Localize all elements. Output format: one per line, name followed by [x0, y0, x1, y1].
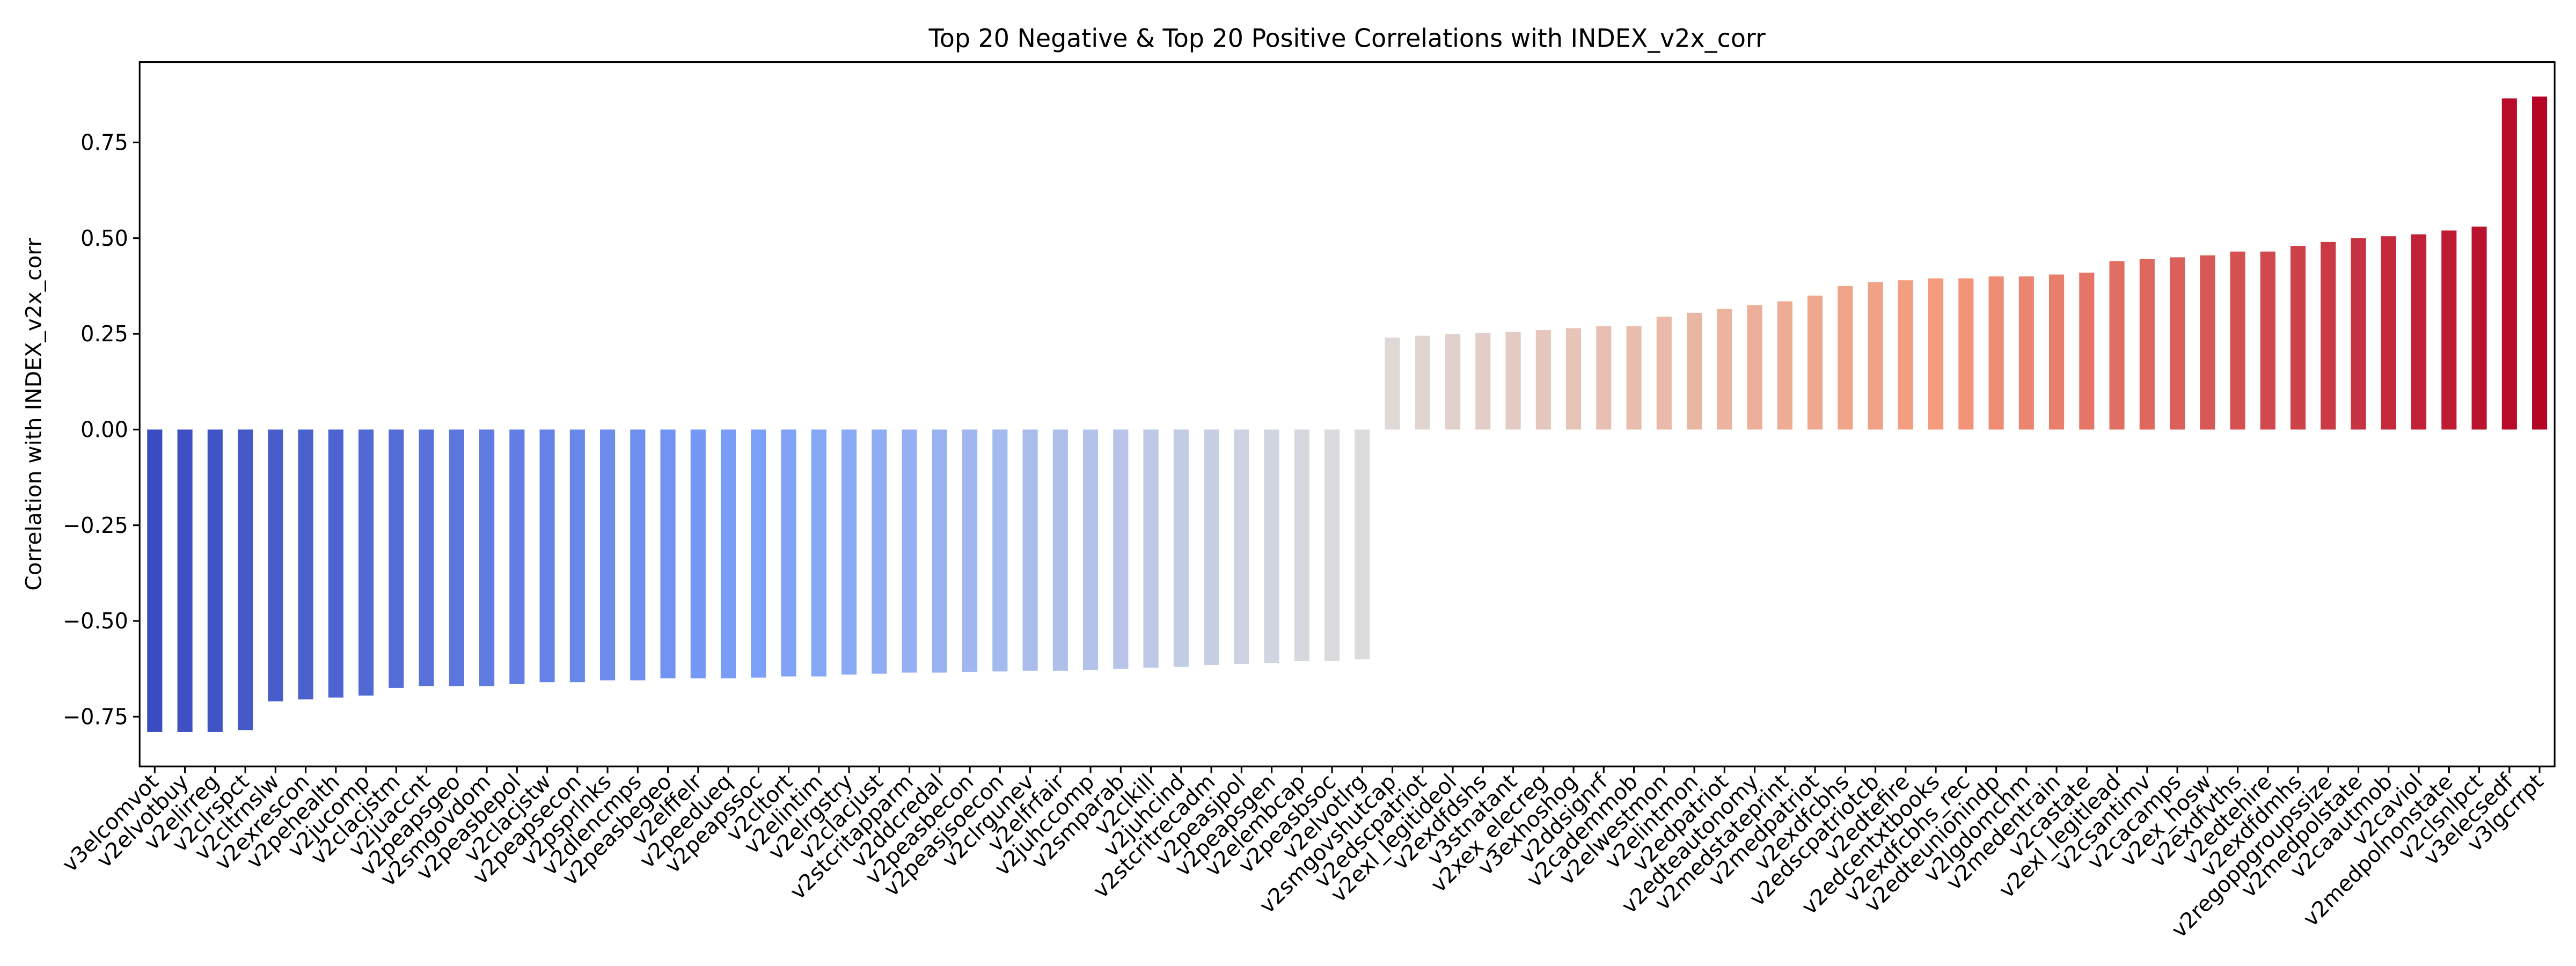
bar [1385, 338, 1400, 430]
bar [1717, 309, 1732, 430]
bar [1143, 429, 1159, 668]
bar [962, 429, 978, 672]
bar [630, 429, 646, 680]
bar [690, 429, 706, 679]
bar [509, 429, 525, 684]
plot-frame [138, 61, 2556, 767]
bar [358, 429, 374, 696]
bar [2471, 226, 2487, 430]
bar [992, 429, 1008, 672]
bar [2381, 236, 2396, 430]
bar [841, 429, 857, 675]
bar [932, 429, 947, 673]
bar [1234, 429, 1249, 664]
bar [207, 429, 223, 732]
bar [2441, 230, 2457, 430]
bar [1777, 301, 1792, 430]
bar [479, 429, 495, 686]
bar [2109, 261, 2125, 430]
bar [1958, 278, 1974, 430]
y-tick-label: 0.25 [80, 322, 128, 347]
bar [1415, 335, 1430, 430]
y-axis-label: Correlation with INDEX_v2x_corr [22, 238, 47, 591]
bar [2260, 251, 2275, 430]
bar [449, 429, 464, 686]
bar [2079, 272, 2095, 430]
bar [1656, 316, 1672, 430]
bar [1868, 282, 1883, 430]
y-tick-label: −0.75 [63, 705, 128, 729]
bar [1807, 295, 1823, 430]
bar [2200, 255, 2215, 430]
bar [660, 429, 676, 679]
bar [2321, 241, 2336, 430]
bar [1204, 429, 1219, 665]
bar [238, 429, 253, 730]
bar [2501, 98, 2517, 430]
bar [1355, 429, 1370, 660]
bar [2049, 274, 2065, 430]
y-tick-label: 0.50 [80, 226, 128, 251]
bar [1596, 326, 1612, 430]
bar [1264, 429, 1279, 663]
bar [2018, 276, 2034, 430]
bar [328, 429, 343, 698]
y-tick-label: 0.00 [80, 418, 128, 442]
bar [2351, 238, 2366, 430]
bar [147, 429, 163, 732]
bar [2290, 246, 2306, 430]
bar [1535, 330, 1551, 430]
y-tick-label: −0.25 [63, 513, 128, 538]
bar [1747, 305, 1762, 430]
bar [872, 429, 887, 674]
bar [298, 429, 313, 700]
bar [2170, 257, 2185, 430]
bar [1505, 332, 1521, 430]
bar [1113, 429, 1129, 669]
y-tick-label: 0.75 [80, 130, 128, 155]
bar [1566, 328, 1582, 430]
bar [721, 429, 736, 679]
bar [2139, 259, 2155, 430]
bar [2230, 251, 2245, 430]
bar [751, 429, 766, 678]
bar [1324, 429, 1340, 661]
bar [1928, 278, 1944, 430]
bar [1294, 429, 1309, 661]
y-tick-label: −0.50 [63, 609, 128, 634]
bar [1022, 429, 1038, 671]
bar [1687, 312, 1702, 430]
bar [1838, 286, 1853, 430]
bar [1626, 326, 1642, 430]
bar [1445, 334, 1461, 430]
bar [1898, 280, 1913, 430]
bar [902, 429, 917, 673]
bar [1083, 429, 1099, 670]
chart-title: Top 20 Negative & Top 20 Positive Correl… [928, 24, 1766, 53]
bar [811, 429, 826, 677]
bar [600, 429, 616, 680]
bar [569, 429, 585, 683]
bar [177, 429, 193, 732]
bar [1173, 429, 1189, 667]
bar [268, 429, 283, 701]
bar [2532, 96, 2548, 430]
bar [2411, 234, 2427, 430]
bar [539, 429, 555, 683]
bar [1052, 429, 1068, 671]
bar [389, 429, 404, 688]
bar [1475, 333, 1491, 430]
bar [781, 429, 796, 677]
bar [419, 429, 434, 686]
bar [1988, 276, 2004, 430]
